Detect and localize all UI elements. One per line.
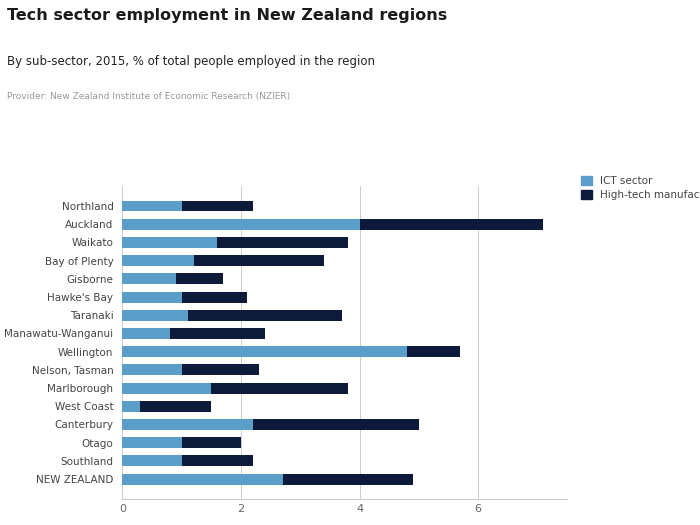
Bar [122,201,182,212]
Bar [407,346,461,357]
Bar [283,474,413,485]
Bar [211,383,348,394]
Legend: ICT sector, High-tech manufacturing sector: ICT sector, High-tech manufacturing sect… [581,176,700,200]
Text: By sub-sector, 2015, % of total people employed in the region: By sub-sector, 2015, % of total people e… [7,55,375,68]
Bar [122,419,253,430]
Bar [122,364,182,375]
Bar [122,346,407,357]
Bar [217,237,348,248]
Bar [122,310,188,321]
Bar [122,237,217,248]
Text: Provider: New Zealand Institute of Economic Research (NZIER): Provider: New Zealand Institute of Econo… [7,92,290,101]
Bar [140,401,211,412]
Bar [122,455,182,466]
Bar [182,291,247,302]
Bar [182,201,253,212]
Bar [122,401,140,412]
Bar [182,364,259,375]
Text: figure.nz: figure.nz [587,22,657,35]
Bar [122,474,283,485]
Bar [170,328,265,339]
Bar [182,437,241,448]
Bar [182,455,253,466]
Bar [122,328,170,339]
Bar [360,219,543,230]
Bar [188,310,342,321]
Bar [176,274,223,285]
Bar [194,255,324,266]
Bar [122,274,176,285]
Text: Tech sector employment in New Zealand regions: Tech sector employment in New Zealand re… [7,8,447,23]
Bar [122,383,211,394]
Bar [122,437,182,448]
Bar [122,291,182,302]
Bar [122,255,194,266]
Bar [253,419,419,430]
Bar [122,219,360,230]
